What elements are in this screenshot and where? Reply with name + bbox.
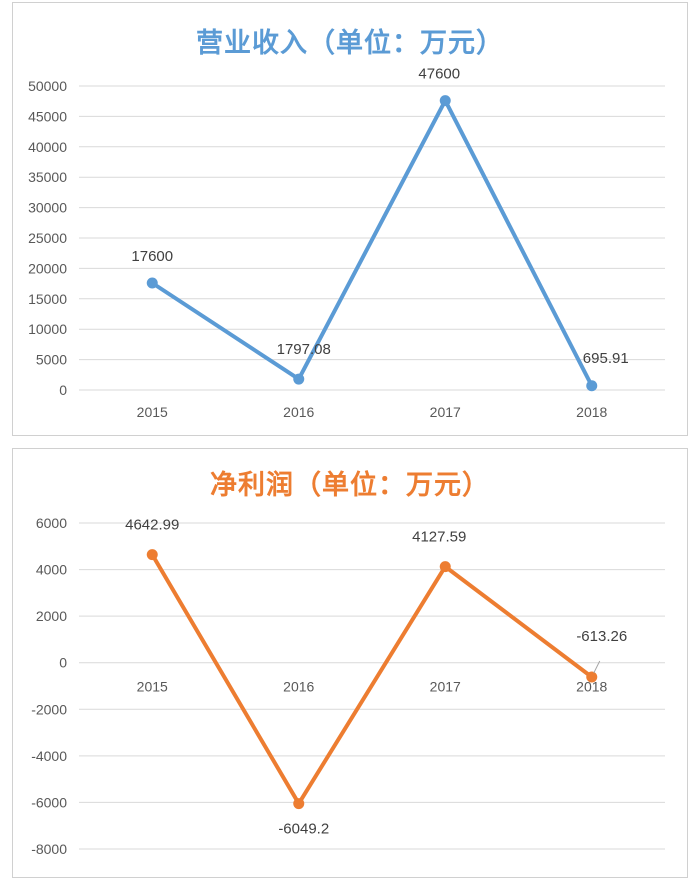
x-tick-label: 2017	[430, 679, 461, 695]
x-tick-label: 2015	[137, 679, 168, 695]
y-tick-label: 4000	[36, 562, 67, 578]
revenue-chart-title: 营业收入（单位：万元）	[196, 28, 504, 59]
data-label-leader-line	[593, 660, 601, 674]
y-tick-label: 30000	[28, 200, 67, 216]
net-profit-data-point	[146, 549, 158, 561]
y-tick-label: 0	[59, 655, 67, 671]
revenue-data-label: 47600	[418, 66, 460, 83]
y-tick-label: 2000	[36, 608, 67, 624]
net-profit-data-label: -613.26	[576, 628, 627, 645]
x-tick-label: 2017	[430, 404, 461, 420]
x-tick-label: 2016	[283, 404, 314, 420]
y-tick-label: 10000	[28, 321, 67, 337]
y-tick-label: -8000	[31, 841, 67, 857]
net-profit-data-label: -6049.2	[278, 821, 329, 838]
revenue-chart-panel: 营业收入（单位：万元） 0 5000 10000 15000 20000 25000 300…	[12, 2, 688, 436]
revenue-data-label: 695.91	[583, 350, 629, 367]
revenue-data-point	[146, 277, 158, 289]
net-profit-data-label: 4642.99	[125, 517, 179, 534]
net-profit-data-point	[586, 671, 598, 683]
revenue-data-point	[439, 95, 451, 107]
x-tick-label: 2018	[576, 404, 607, 420]
revenue-data-point	[586, 380, 598, 392]
y-tick-label: 50000	[28, 78, 67, 94]
net-profit-series-line	[150, 552, 594, 806]
y-tick-label: 45000	[28, 108, 67, 124]
y-tick-label: 5000	[36, 352, 67, 368]
net-profit-chart: -8000 -6000 -4000 -2000 0 2000 4000 6000 2015 201…	[31, 515, 665, 857]
revenue-series-line	[150, 98, 594, 388]
x-tick-label: 2018	[576, 679, 607, 695]
revenue-data-point	[293, 373, 305, 385]
x-tick-label: 2016	[283, 679, 314, 695]
y-tick-label: -4000	[31, 748, 67, 764]
net-profit-data-label: 4127.59	[412, 529, 466, 546]
net-profit-data-point	[293, 798, 305, 810]
y-tick-label: 20000	[28, 260, 67, 276]
x-tick-label: 2015	[137, 404, 168, 420]
net-profit-chart-panel: 净利润（单位：万元） -8000 -6000 -4000 -2000 0 2000 4000…	[12, 448, 688, 878]
y-tick-label: 6000	[36, 515, 67, 531]
y-tick-label: 0	[59, 382, 67, 398]
y-tick-label: 25000	[28, 230, 67, 246]
revenue-data-label: 1797.08	[277, 341, 331, 358]
y-tick-label: 15000	[28, 291, 67, 307]
y-tick-label: 40000	[28, 139, 67, 155]
y-tick-label: 35000	[28, 169, 67, 185]
revenue-data-label: 17600	[131, 248, 173, 265]
y-tick-label: -6000	[31, 794, 67, 810]
y-tick-label: -2000	[31, 701, 67, 717]
revenue-chart: 0 5000 10000 15000 20000 25000 30000 35000 40000…	[28, 66, 665, 420]
net-profit-chart-title: 净利润（单位：万元）	[210, 470, 490, 501]
net-profit-data-point	[439, 561, 451, 573]
